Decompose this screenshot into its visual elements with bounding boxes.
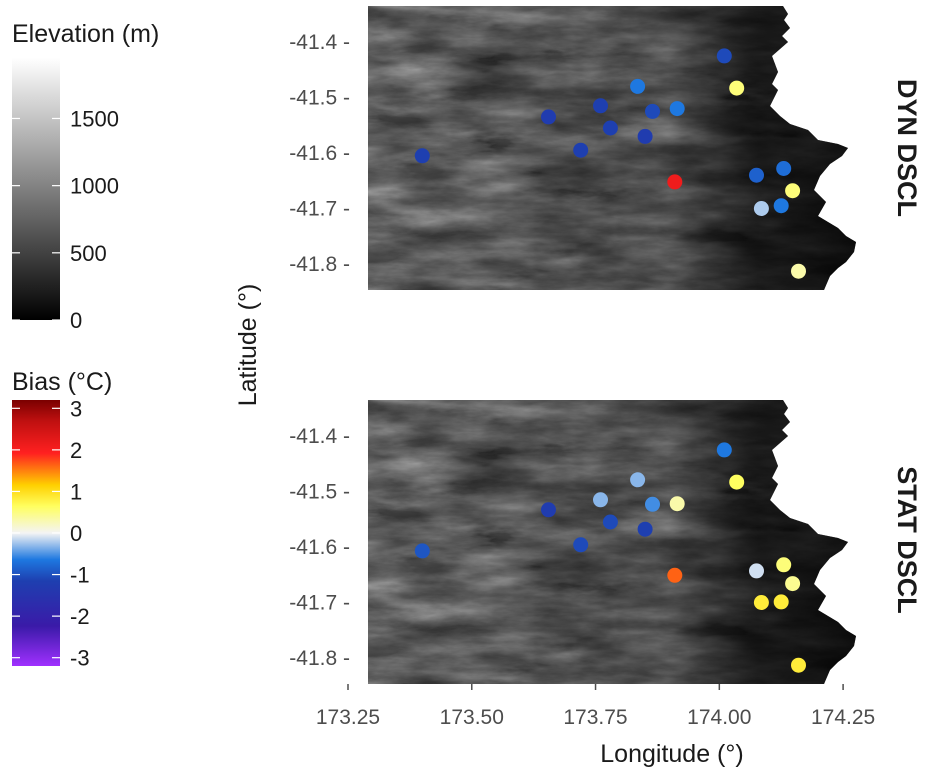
station-point — [637, 128, 653, 144]
station-point — [785, 183, 801, 199]
station-point — [753, 595, 769, 610]
y-tick-label: -41.8 - — [289, 253, 350, 276]
station-point — [645, 496, 660, 512]
y-tick-label: -41.6 - — [289, 536, 350, 559]
panel-dyn-dscl — [368, 6, 856, 290]
x-tick-label: 173.75 — [563, 706, 627, 729]
elevation-tick-label: 1000 — [70, 174, 119, 199]
station-point — [729, 474, 745, 490]
station-point — [776, 557, 792, 573]
bias-tick-label: -2 — [70, 604, 90, 629]
x-tick-label: 173.50 — [440, 706, 504, 729]
station-point — [630, 472, 646, 488]
y-axis-ticks-panel-2: -41.4 - -41.5 - -41.6 - -41.7 - -41.8 - — [289, 425, 350, 670]
x-tick-label: 174.00 — [687, 706, 751, 729]
station-point — [669, 101, 685, 117]
station-point — [593, 492, 608, 508]
y-tick-label: -41.5 - — [289, 481, 350, 504]
station-point — [729, 80, 745, 96]
elevation-legend: Elevation (m) 0 500 1000 1500 — [12, 20, 159, 333]
station-point — [630, 78, 646, 94]
elevation-legend-title: Elevation (m) — [12, 20, 159, 48]
station-point — [791, 657, 806, 673]
x-axis-ticks: 173.25 173.50 173.75 174.00 174.25 — [316, 684, 875, 729]
x-tick-label: 173.25 — [316, 706, 380, 729]
station-point — [753, 201, 769, 216]
station-point — [573, 142, 589, 158]
bias-legend: Bias (°C) 3 2 1 0 -1 -2 -3 — [12, 368, 112, 671]
station-point — [669, 496, 685, 512]
station-point — [749, 167, 764, 183]
panel-stat-dscl-points — [414, 442, 806, 673]
elevation-tick-label: 0 — [70, 308, 82, 333]
station-point — [602, 514, 618, 530]
panel-dyn-dscl-points — [414, 48, 806, 279]
station-point — [773, 198, 789, 214]
y-tick-label: -41.8 - — [289, 647, 350, 670]
elevation-tick-label: 500 — [70, 241, 107, 266]
station-point — [749, 563, 764, 579]
y-tick-label: -41.5 - — [289, 87, 350, 110]
station-point — [791, 263, 806, 279]
station-point — [776, 161, 792, 176]
station-point — [716, 48, 732, 64]
bias-tick-label: -3 — [70, 646, 90, 671]
station-point — [667, 567, 683, 583]
bias-ticks: 3 2 1 0 -1 -2 -3 — [12, 396, 90, 671]
station-point — [773, 594, 789, 610]
station-point — [602, 120, 618, 136]
bias-tick-label: -1 — [70, 563, 90, 588]
y-tick-label: -41.7 - — [289, 198, 350, 221]
y-tick-label: -41.4 - — [289, 31, 350, 54]
station-point — [716, 442, 732, 458]
station-point — [541, 109, 556, 125]
x-axis-title: Longitude (°) — [600, 740, 743, 768]
station-point — [667, 174, 683, 190]
y-tick-label: -41.4 - — [289, 425, 350, 448]
elevation-tick-label: 1500 — [70, 107, 119, 132]
panel-stat-dscl — [368, 400, 856, 684]
station-point — [573, 537, 589, 553]
bias-tick-label: 3 — [70, 396, 82, 421]
bias-legend-title: Bias (°C) — [12, 368, 112, 396]
station-point — [414, 543, 430, 559]
bias-tick-label: 1 — [70, 479, 82, 504]
y-axis-title: Latitude (°) — [234, 284, 262, 407]
y-axis-ticks-panel-1: -41.4 - -41.5 - -41.6 - -41.7 - -41.8 - — [289, 31, 350, 276]
y-tick-label: -41.6 - — [289, 142, 350, 165]
strip-label-dyn-dscl: DYN DSCL — [892, 79, 922, 217]
station-point — [637, 521, 653, 537]
x-tick-label: 174.25 — [811, 706, 875, 729]
station-point — [645, 103, 660, 119]
elevation-ticks: 0 500 1000 1500 — [12, 107, 119, 333]
strip-label-stat-dscl: STAT DSCL — [892, 466, 922, 614]
bias-tick-label: 2 — [70, 438, 82, 463]
bias-tick-label: 0 — [70, 521, 82, 546]
station-point — [414, 148, 430, 164]
elevation-colorbar — [12, 58, 60, 320]
station-point — [593, 98, 608, 114]
station-point — [541, 502, 556, 518]
y-tick-label: -41.7 - — [289, 592, 350, 615]
station-point — [785, 576, 801, 592]
